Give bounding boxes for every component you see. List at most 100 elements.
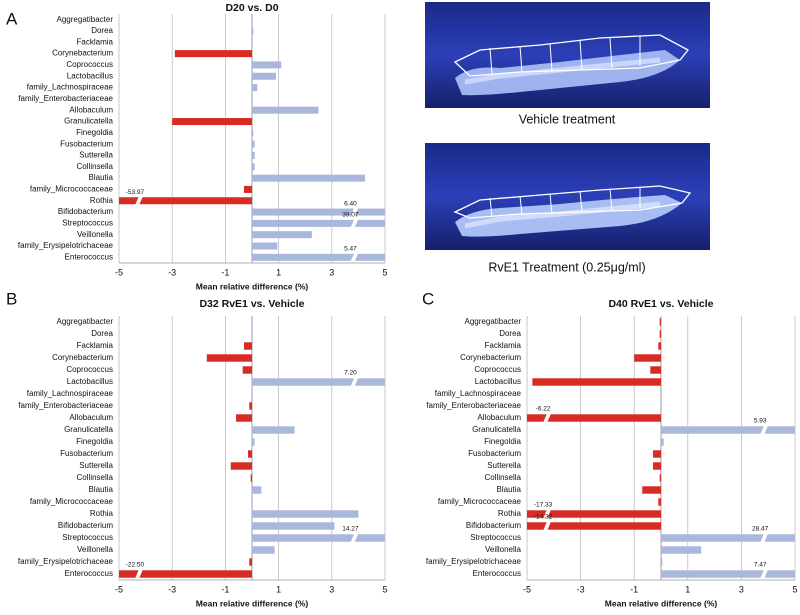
- bar-break: [350, 218, 359, 228]
- bar: [119, 570, 252, 578]
- y-tick-label: Bifidobacterium: [58, 521, 113, 530]
- bar-break: [543, 509, 552, 519]
- bar: [244, 342, 252, 350]
- y-tick-label: Corynebacterium: [52, 49, 113, 58]
- y-tick-label: family_Enterobacteriaceae: [426, 401, 521, 410]
- bar: [252, 534, 385, 542]
- y-tick-label: Rothia: [90, 196, 114, 205]
- x-tick-label: 3: [739, 584, 744, 594]
- x-tick-label: 5: [792, 584, 797, 594]
- value-label: 6.40: [344, 200, 357, 207]
- y-tick-label: Rothia: [90, 509, 114, 518]
- y-tick-label: Collinsella: [77, 473, 114, 482]
- y-tick-label: Allobaculum: [477, 413, 521, 422]
- bar: [252, 426, 295, 434]
- photo-rve1: [425, 143, 710, 250]
- bar: [252, 106, 319, 114]
- y-tick-label: Veillonella: [77, 230, 114, 239]
- bar: [249, 402, 252, 410]
- y-tick-label: Finegoldia: [76, 437, 113, 446]
- y-tick-label: Fusobacterium: [60, 139, 113, 148]
- bar: [252, 95, 253, 103]
- y-tick-label: Dorea: [91, 329, 113, 338]
- value-label: 39.07: [342, 212, 359, 219]
- value-label: 5.47: [344, 246, 357, 253]
- y-tick-label: family_Lachnospiraceae: [27, 389, 114, 398]
- x-tick-label: -1: [630, 584, 638, 594]
- bar: [661, 438, 664, 446]
- bar-break: [760, 425, 769, 435]
- y-tick-label: Aggregatibacter: [465, 317, 522, 326]
- y-tick-label: Coprococcus: [66, 60, 113, 69]
- photo-vehicle: [425, 2, 710, 108]
- y-tick-label: Collinsella: [77, 162, 114, 171]
- bar: [252, 498, 253, 506]
- bar: [252, 140, 255, 148]
- bar: [661, 426, 795, 434]
- bar: [659, 474, 661, 482]
- bar-break: [543, 413, 552, 423]
- bar-break: [543, 521, 552, 531]
- y-tick-label: Finegoldia: [76, 128, 113, 137]
- y-tick-label: Fusobacterium: [60, 449, 113, 458]
- bar-break: [760, 569, 769, 579]
- bar: [252, 61, 282, 69]
- bar-break: [350, 377, 359, 387]
- bar: [119, 197, 252, 205]
- x-tick-label: -1: [221, 584, 229, 594]
- bar: [252, 163, 255, 171]
- bar: [252, 208, 385, 216]
- y-tick-label: Streptococcus: [470, 533, 521, 542]
- bar: [236, 414, 252, 422]
- image-caption: RvE1 Treatment (0.25μg/ml): [488, 260, 645, 274]
- chart-title: D40 RvE1 vs. Vehicle: [608, 298, 713, 310]
- x-axis-label: Mean relative difference (%): [196, 281, 309, 291]
- bar-break: [350, 207, 359, 217]
- y-tick-label: family_Erysipelotrichaceae: [18, 557, 114, 566]
- y-tick-label: Corynebacterium: [52, 353, 113, 362]
- bar: [650, 366, 661, 374]
- y-tick-label: Facklamia: [485, 341, 522, 350]
- value-label: -17.33: [534, 502, 553, 509]
- value-label: -14.32: [534, 514, 553, 521]
- y-tick-label: Sutterella: [79, 151, 113, 160]
- bar: [252, 522, 335, 530]
- bar-break: [134, 569, 143, 579]
- y-tick-label: Fusobacterium: [468, 449, 521, 458]
- bar: [252, 378, 385, 386]
- y-tick-label: family_Micrococcaceae: [30, 185, 114, 194]
- value-label: -22.50: [126, 562, 145, 569]
- x-tick-label: 3: [329, 584, 334, 594]
- y-tick-label: Corynebacterium: [460, 353, 521, 362]
- y-tick-label: Facklamia: [77, 341, 114, 350]
- bar-break: [350, 533, 359, 543]
- bar: [244, 185, 252, 193]
- value-label: 7.47: [754, 562, 767, 569]
- bar: [642, 486, 661, 494]
- x-tick-label: 5: [382, 267, 387, 277]
- bar: [172, 118, 252, 126]
- bar: [252, 27, 254, 35]
- bar: [634, 354, 661, 362]
- x-tick-label: -3: [168, 584, 176, 594]
- y-tick-label: Sutterella: [487, 461, 521, 470]
- value-label: 28.47: [752, 526, 769, 533]
- y-tick-label: Granulicatella: [64, 425, 113, 434]
- bar: [252, 390, 253, 398]
- bar-break: [350, 252, 359, 262]
- bar: [658, 498, 661, 506]
- bars: [119, 318, 385, 578]
- bar: [252, 174, 366, 182]
- bars: [119, 16, 385, 261]
- y-tick-label: Allobaculum: [69, 105, 113, 114]
- bar: [252, 242, 278, 250]
- chart-title: D32 RvE1 vs. Vehicle: [199, 298, 304, 310]
- y-tick-label: Lactobacillus: [475, 377, 521, 386]
- bar: [242, 366, 252, 374]
- y-tick-label: Streptococcus: [62, 218, 113, 227]
- y-tick-label: Lactobacillus: [67, 377, 113, 386]
- bar: [532, 378, 661, 386]
- y-tick-label: family_Micrococcaceae: [30, 497, 114, 506]
- value-label: 14.27: [342, 526, 359, 533]
